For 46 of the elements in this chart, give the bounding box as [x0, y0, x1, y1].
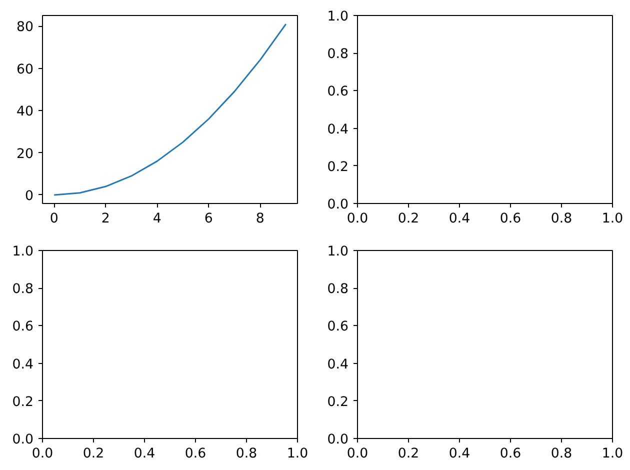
x-tick-label: 0.6 [184, 446, 206, 462]
x-tick-label: 0.8 [550, 212, 572, 226]
x-tick-label: 0.8 [550, 446, 572, 462]
y-tick-label: 0.6 [327, 84, 349, 100]
x-tick-label: 0.8 [236, 446, 258, 462]
y-tick-label: 1.0 [12, 244, 34, 260]
y-tick-label: 0.2 [327, 160, 349, 175]
y-tick-label: 60 [16, 62, 34, 78]
y-tick-label: 0.8 [12, 282, 34, 298]
y-tick-label: 0.2 [327, 394, 349, 410]
x-tick-label: 0.2 [398, 446, 420, 462]
x-tick-label: 2 [101, 212, 110, 226]
y-tick-label: 0.4 [327, 122, 349, 138]
x-tick-label: 0 [50, 212, 58, 226]
y-tick-label: 1.0 [327, 10, 349, 24]
y-tick-label: 0.2 [12, 394, 34, 410]
x-tick-label: 1.0 [602, 446, 624, 462]
x-tick-label: 1.0 [602, 212, 624, 226]
x-tick-label: 1.0 [286, 446, 308, 462]
x-tick-label: 0.2 [398, 212, 420, 226]
y-tick-label: 0 [25, 188, 34, 204]
x-tick-label: 0.4 [134, 446, 156, 462]
y-tick-label: 0.0 [327, 432, 349, 448]
x-tick-label: 0.0 [346, 446, 368, 462]
y-tick-label: 0.0 [327, 198, 349, 212]
x-tick-label: 0.0 [32, 446, 54, 462]
y-tick-label: 0.6 [327, 320, 349, 335]
x-tick-label: 0.6 [500, 212, 522, 226]
y-tick-label: 1.0 [327, 244, 349, 260]
x-tick-label: 4 [152, 212, 162, 226]
y-tick-label: 40 [16, 104, 34, 120]
x-tick-label: 0.2 [82, 446, 104, 462]
x-tick-label: 0.6 [500, 446, 522, 462]
y-tick-label: 0.8 [327, 47, 349, 62]
x-tick-label: 0.0 [346, 212, 368, 226]
y-tick-label: 0.4 [12, 357, 34, 372]
x-tick-label: 0.4 [448, 446, 470, 462]
y-tick-label: 0.6 [12, 320, 34, 335]
y-tick-label: 80 [16, 20, 34, 36]
y-tick-label: 0.8 [327, 282, 349, 298]
x-tick-label: 0.4 [448, 212, 470, 226]
y-tick-label: 0.0 [12, 432, 34, 448]
y-tick-label: 0.4 [327, 357, 349, 372]
x-tick-label: 8 [256, 212, 264, 226]
x-tick-label: 6 [204, 212, 213, 226]
y-tick-label: 20 [16, 146, 34, 162]
